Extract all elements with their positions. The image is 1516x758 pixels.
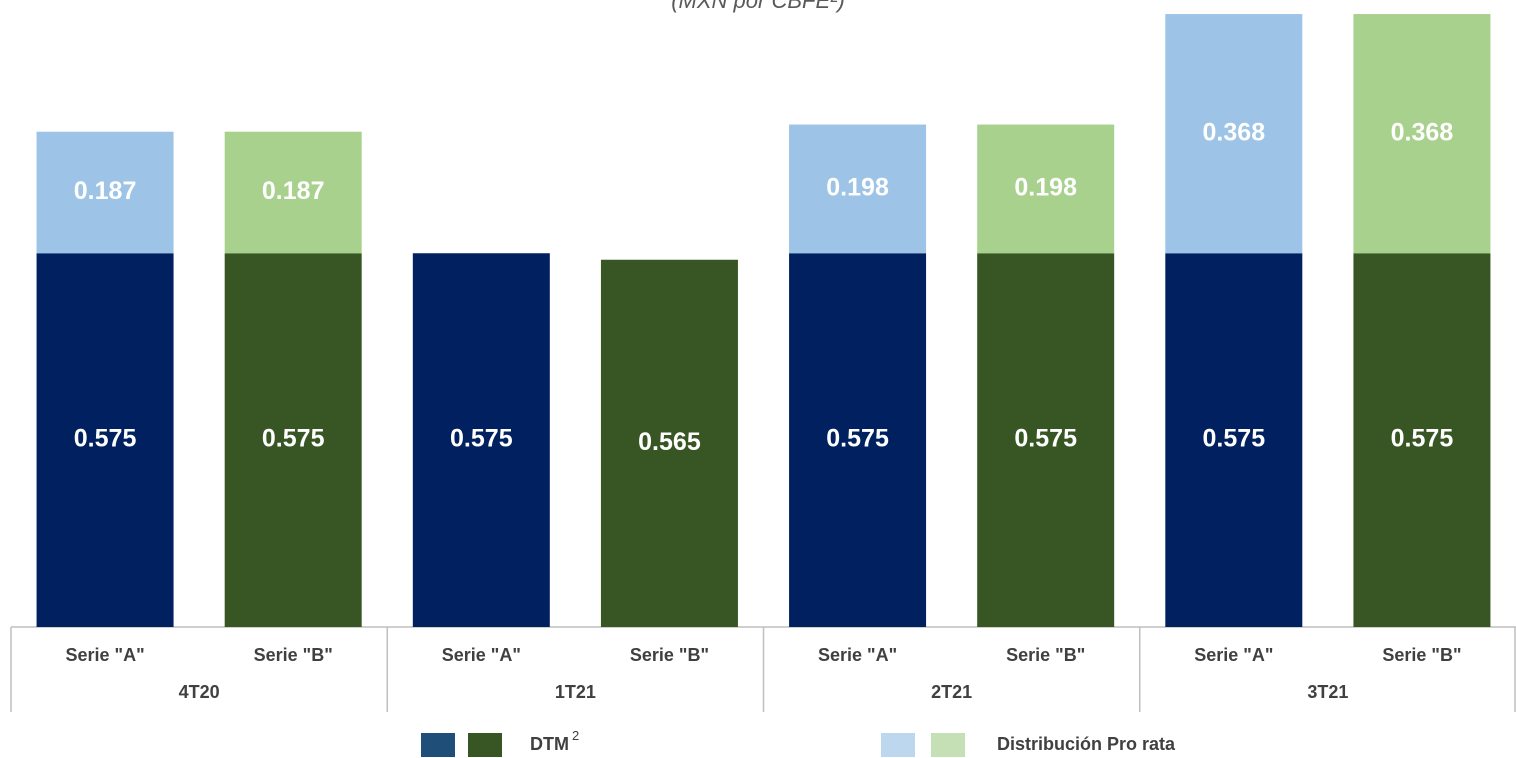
group-label: 3T21 bbox=[1307, 682, 1348, 702]
data-label: 0.565 bbox=[638, 428, 701, 456]
x-tick-label: Serie "A" bbox=[818, 645, 897, 665]
data-label: 0.187 bbox=[262, 177, 325, 205]
bar-segment bbox=[977, 253, 1115, 627]
group-label: 4T20 bbox=[179, 682, 220, 702]
legend-swatch bbox=[881, 733, 915, 757]
legend-label: Distribución Pro rata bbox=[997, 734, 1176, 754]
group-label: 1T21 bbox=[555, 682, 596, 702]
group-label: 2T21 bbox=[931, 682, 972, 702]
data-label: 0.575 bbox=[1014, 425, 1077, 453]
legend-swatch bbox=[468, 733, 502, 757]
x-tick-label: Serie "B" bbox=[630, 645, 709, 665]
legend-label: DTM 2 bbox=[530, 728, 579, 753]
bar-segment bbox=[1353, 253, 1491, 627]
bar-segment bbox=[36, 131, 174, 254]
data-label: 0.575 bbox=[1203, 425, 1266, 453]
data-label: 0.575 bbox=[1391, 425, 1454, 453]
x-tick-label: Serie "A" bbox=[442, 645, 521, 665]
bar-segment bbox=[1165, 14, 1303, 254]
bar-segment bbox=[600, 259, 738, 627]
bar-segment bbox=[412, 253, 550, 627]
bar-segment bbox=[977, 124, 1115, 254]
data-label: 0.368 bbox=[1391, 118, 1454, 146]
bar-segment bbox=[224, 131, 362, 254]
data-label: 0.198 bbox=[826, 174, 889, 202]
data-label: 0.187 bbox=[74, 177, 137, 205]
bar-segment bbox=[224, 253, 362, 627]
legend-name: DTM bbox=[530, 734, 569, 754]
x-tick-label: Serie "A" bbox=[1194, 645, 1273, 665]
bar-segment bbox=[1165, 253, 1303, 627]
data-label: 0.368 bbox=[1203, 118, 1266, 146]
x-tick-label: Serie "B" bbox=[254, 645, 333, 665]
x-tick-label: Serie "B" bbox=[1382, 645, 1461, 665]
bar-segment bbox=[1353, 14, 1491, 254]
legend-swatch bbox=[931, 733, 965, 757]
x-tick-label: Serie "B" bbox=[1006, 645, 1085, 665]
legend-swatch bbox=[421, 733, 455, 757]
x-tick-label: Serie "A" bbox=[66, 645, 145, 665]
data-label: 0.575 bbox=[826, 425, 889, 453]
bar-segment bbox=[36, 253, 174, 627]
legend-name: Distribución Pro rata bbox=[997, 734, 1176, 754]
data-label: 0.198 bbox=[1014, 174, 1077, 202]
bar-segment bbox=[789, 253, 927, 627]
legend-footnote: 2 bbox=[572, 728, 579, 743]
data-label: 0.575 bbox=[262, 425, 325, 453]
bar-segment bbox=[789, 124, 927, 254]
chart-subtitle: (MXN por CBFE²) bbox=[671, 0, 845, 13]
data-label: 0.575 bbox=[450, 425, 513, 453]
data-label: 0.575 bbox=[74, 425, 137, 453]
